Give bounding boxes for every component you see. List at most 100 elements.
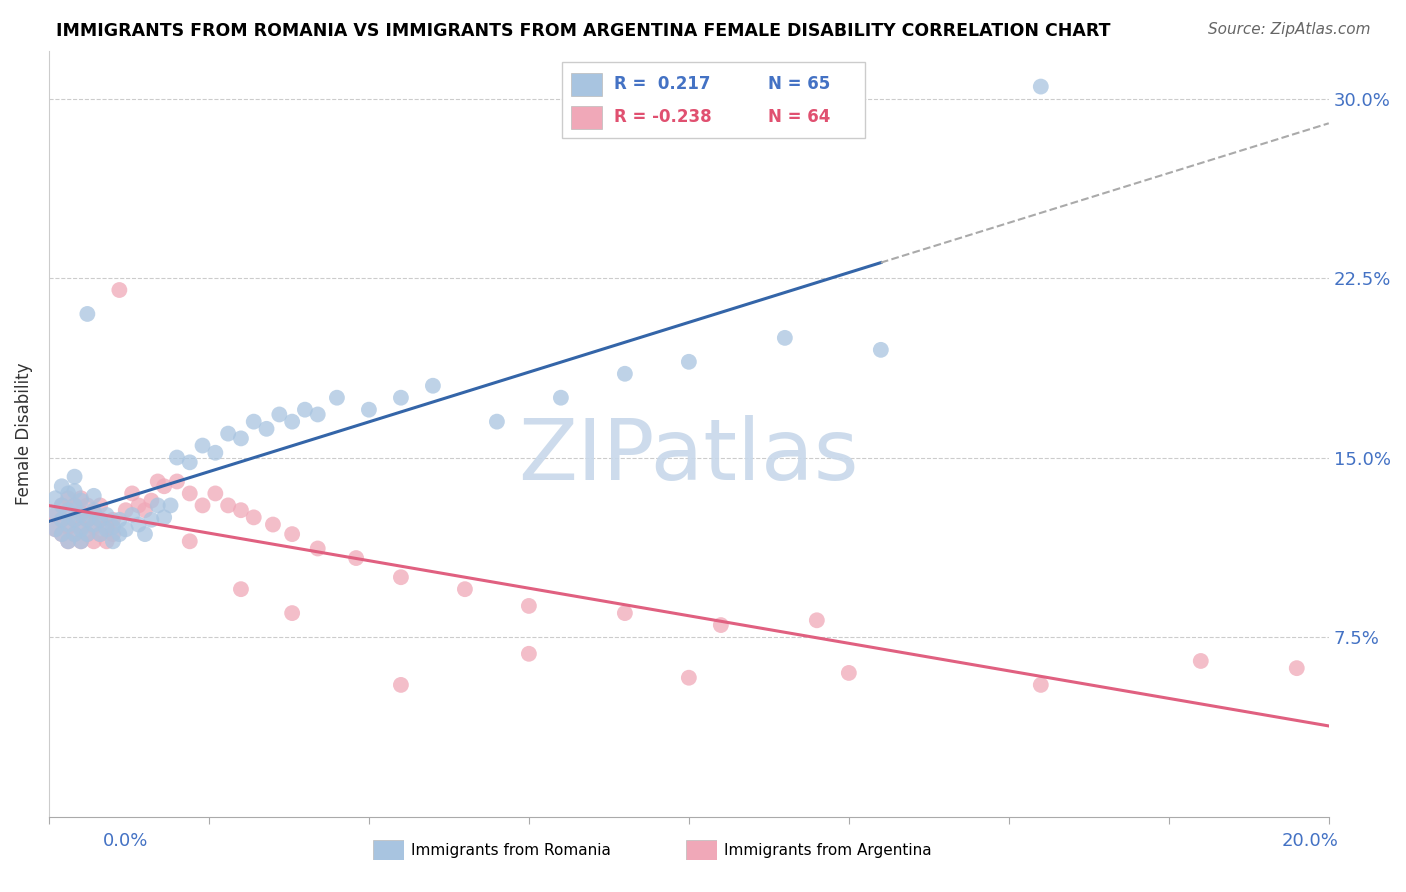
Point [76,513,98,527]
Point [56,534,79,549]
Point [63,527,86,541]
Point [550,391,572,405]
Point [101,513,124,527]
Point [70,491,93,506]
Point [56,534,79,549]
Point [678,671,700,685]
Point [166,475,188,489]
Point [454,582,477,597]
Point [229,431,252,445]
Text: Source: ZipAtlas.com: Source: ZipAtlas.com [1208,22,1371,37]
Point [326,391,349,405]
Point [281,606,304,620]
Point [89,499,111,513]
Point [51,499,73,513]
Point [108,527,131,541]
Text: 20.0%: 20.0% [1282,831,1339,849]
Point [76,499,98,513]
Point [153,479,176,493]
Point [63,527,86,541]
Text: R =  0.217: R = 0.217 [614,75,710,93]
Point [204,446,226,460]
Point [83,534,105,549]
Point [166,450,188,465]
Point [389,570,412,584]
Point [121,508,143,522]
Point [76,527,98,541]
Point [56,503,79,517]
Point [146,475,169,489]
Point [806,613,828,627]
Point [70,493,93,508]
Point [114,522,136,536]
Point [56,520,79,534]
Bar [571,73,602,95]
Point [89,513,111,527]
Point [204,486,226,500]
Text: ZIPatlas: ZIPatlas [519,415,859,498]
Point [242,510,264,524]
Point [191,499,214,513]
Point [63,484,86,499]
Point [83,517,105,532]
Text: IMMIGRANTS FROM ROMANIA VS IMMIGRANTS FROM ARGENTINA FEMALE DISABILITY CORRELATI: IMMIGRANTS FROM ROMANIA VS IMMIGRANTS FR… [56,22,1111,40]
Point [56,491,79,506]
Point [134,503,156,517]
Point [389,391,412,405]
Point [56,486,79,500]
Point [76,513,98,527]
Point [773,331,796,345]
Point [1189,654,1212,668]
Point [217,426,239,441]
Point [422,378,444,392]
Point [121,486,143,500]
Point [114,503,136,517]
Text: Immigrants from Argentina: Immigrants from Argentina [724,843,932,857]
Point [89,527,111,541]
Point [307,408,329,422]
Text: Immigrants from Romania: Immigrants from Romania [411,843,610,857]
Point [101,527,124,541]
Point [242,415,264,429]
Point [83,503,105,517]
Point [613,606,636,620]
Point [1029,678,1052,692]
Point [134,527,156,541]
Point [70,534,93,549]
Bar [571,106,602,129]
Point [51,527,73,541]
Point [70,506,93,520]
Point [70,522,93,536]
Point [191,439,214,453]
Point [281,527,304,541]
Point [517,599,540,613]
Text: N = 64: N = 64 [768,108,831,126]
Point [262,517,284,532]
Point [307,541,329,556]
Point [838,665,860,680]
Point [44,522,66,536]
Point [1029,79,1052,94]
Point [83,489,105,503]
Point [89,527,111,541]
Point [141,513,163,527]
Point [281,415,304,429]
Point [44,508,66,522]
Point [229,582,252,597]
Point [83,506,105,520]
Point [256,422,278,436]
Point [159,499,181,513]
Point [70,520,93,534]
Point [389,678,412,692]
Y-axis label: Female Disability: Female Disability [15,362,32,505]
Point [869,343,891,357]
Point [710,618,733,632]
Point [96,534,118,549]
Point [51,527,73,541]
Point [44,522,66,536]
Point [96,508,118,522]
Point [344,551,367,566]
Point [179,534,201,549]
Point [56,506,79,520]
Text: N = 65: N = 65 [768,75,830,93]
